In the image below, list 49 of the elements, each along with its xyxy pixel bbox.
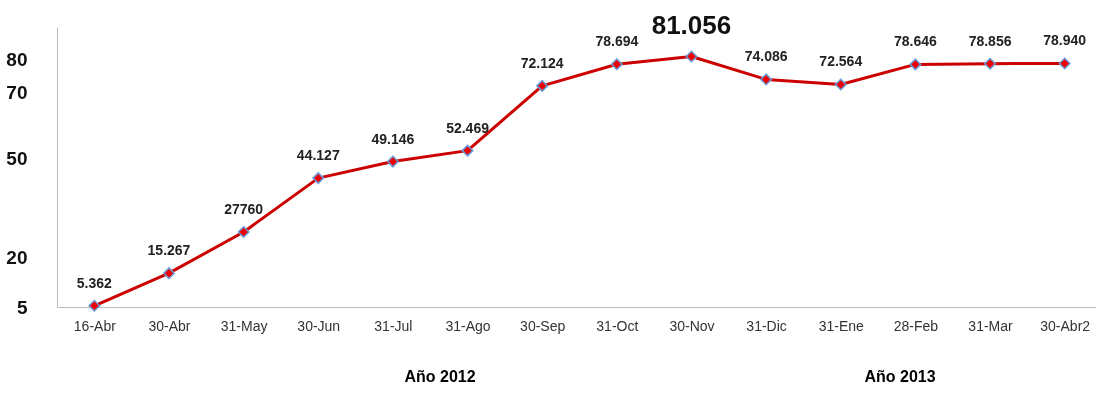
x-tick-label: 30-Abr [148, 317, 191, 334]
point [610, 58, 623, 71]
data-label: 78.694 [595, 33, 639, 50]
annotation: 27760 [224, 201, 264, 218]
x-tick-label: 31-Dic [746, 317, 787, 334]
y-tick-label: 70 [6, 82, 28, 104]
point [312, 172, 325, 185]
data-label: 5.362 [76, 274, 113, 291]
data-label: 72.564 [819, 53, 863, 70]
x-tick-label: 31-Mar [968, 317, 1014, 334]
x-tick-label: 31-Ene [818, 317, 865, 334]
point [760, 73, 773, 86]
y-tick-label: 20 [6, 247, 28, 269]
y-tick-label: 50 [6, 148, 28, 170]
x-tick-label: 28-Feb [893, 317, 939, 334]
point [386, 155, 399, 168]
point [536, 79, 549, 92]
point [834, 78, 847, 91]
text: Año 2012 [404, 368, 476, 386]
x-tick-label: 31-Ago [445, 317, 491, 334]
x-tick-label: 31-Jul [374, 317, 413, 334]
point [1058, 57, 1071, 70]
data-label: 74.086 [744, 48, 788, 65]
point [162, 267, 175, 280]
y-tick-label: 5 [16, 296, 28, 318]
data-label: 52.469 [446, 119, 490, 136]
data-label: 78.646 [893, 33, 938, 50]
x-tick-label: 16-Abr [73, 317, 117, 334]
point [685, 50, 698, 63]
data-label: 15.267 [147, 242, 191, 259]
point [984, 57, 997, 70]
point [237, 226, 250, 239]
data-label: 81.056 [651, 10, 732, 41]
data-label: 49.146 [371, 130, 415, 147]
text: Año 2013 [864, 368, 936, 386]
x-tick-label: 30-Sep [520, 317, 566, 334]
x-tick-label: 31-Oct [596, 317, 639, 334]
point [909, 58, 922, 71]
x-tick-label: 30-Abr2 [1040, 317, 1091, 334]
point [461, 144, 474, 157]
data-label: 44.127 [296, 147, 340, 164]
x-tick-label: 30-Jun [297, 317, 341, 334]
point [88, 299, 101, 312]
data-label: 72.124 [520, 54, 564, 71]
x-tick-label: 30-Nov [669, 317, 715, 334]
data-label: 78.856 [968, 32, 1012, 49]
data-label: 78.940 [1043, 32, 1087, 49]
x-tick-label: 31-May [220, 317, 268, 334]
y-tick-label: 80 [6, 49, 28, 71]
